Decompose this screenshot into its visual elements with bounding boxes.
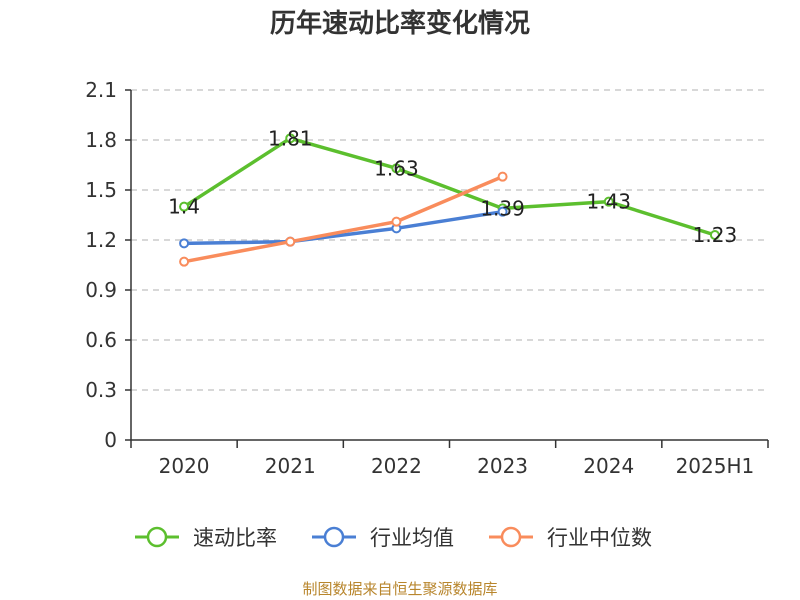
y-tick-label: 0.9: [85, 278, 117, 302]
data-point: [497, 171, 508, 182]
y-tick-label: 1.5: [85, 178, 117, 202]
data-point: [391, 163, 402, 174]
series-line-2: [182, 174, 505, 264]
legend-label: 行业中位数: [547, 526, 652, 550]
data-label: 1.39: [480, 196, 525, 220]
x-tick-label: 2022: [371, 454, 422, 478]
axes: 0 0.3 0.6 0.9 1.2 1.5 1.8 2.1 2020 2021 2022 2023 20…: [85, 78, 769, 478]
series-line-0: [182, 136, 717, 237]
y-tick-label: 0.3: [85, 378, 117, 402]
x-tick-label: 2024: [583, 454, 634, 478]
data-point: [179, 256, 190, 267]
grid-lines: [131, 89, 768, 391]
legend-label: 速动比率: [193, 526, 277, 550]
series-line-1: [182, 209, 505, 246]
data-label: 1.63: [374, 156, 419, 180]
data-label: 1.43: [586, 190, 631, 214]
legend-label: 行业均值: [370, 526, 454, 550]
data-labels: 1.4 1.81 1.63 1.39 1.43 1.23: [168, 126, 737, 247]
data-point: [391, 216, 402, 227]
data-point: [709, 230, 720, 240]
y-tick-label: 1.2: [85, 228, 117, 252]
x-tick-label: 2023: [477, 454, 528, 478]
legend-item-2[interactable]: 行业中位数: [489, 526, 652, 550]
data-label: 1.4: [168, 195, 200, 219]
x-tick-label: 2021: [265, 454, 316, 478]
legend-marker: [323, 526, 345, 548]
data-point: [603, 196, 614, 207]
data-point: [179, 238, 190, 249]
y-tick-label: 2.1: [85, 78, 117, 102]
data-point: [497, 206, 508, 217]
data-point: [179, 201, 190, 212]
legend-item-1[interactable]: 行业均值: [312, 526, 454, 550]
y-tick-label: 0: [104, 428, 117, 452]
data-point: [285, 133, 296, 144]
data-label: 1.23: [693, 223, 738, 247]
source-note: 制图数据来自恒生聚源数据库: [302, 580, 497, 598]
chart-title: 历年速动比率变化情况: [270, 8, 530, 39]
y-tick-label: 0.6: [85, 328, 117, 352]
data-label: 1.81: [268, 126, 313, 150]
y-tick-label: 1.8: [85, 128, 117, 152]
x-tick-label: 2025H1: [676, 454, 755, 478]
series-lines: [179, 133, 720, 267]
legend[interactable]: 速动比率 行业均值 行业中位数: [135, 526, 652, 550]
legend-marker: [500, 526, 522, 548]
data-point: [285, 236, 296, 247]
x-tick-label: 2020: [159, 454, 210, 478]
legend-marker: [146, 526, 168, 548]
legend-item-0[interactable]: 速动比率: [135, 526, 277, 550]
